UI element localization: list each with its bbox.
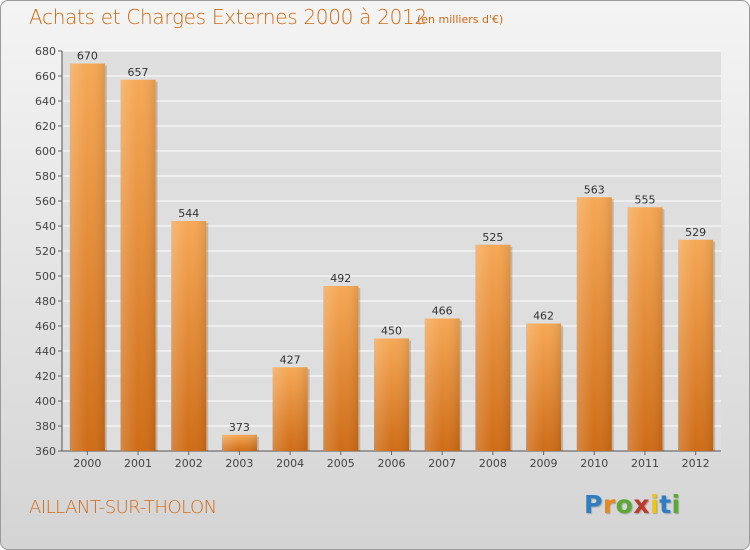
logo-letter: o xyxy=(615,490,634,519)
data-label: 462 xyxy=(533,310,554,323)
bar-shade xyxy=(120,79,156,451)
x-tick-label: 2001 xyxy=(124,457,152,470)
x-tick-label: 2005 xyxy=(327,457,355,470)
bar-shade xyxy=(475,244,511,451)
x-tick-label: 2002 xyxy=(175,457,203,470)
data-label: 450 xyxy=(381,325,402,338)
y-tick-label: 360 xyxy=(35,445,56,458)
data-label: 466 xyxy=(432,305,453,318)
x-tick-label: 2009 xyxy=(530,457,558,470)
x-tick-label: 2012 xyxy=(682,457,710,470)
x-tick-label: 2000 xyxy=(73,457,101,470)
logo-letter: r xyxy=(602,490,616,519)
place-name: AILLANT-SUR-THOLON xyxy=(29,497,217,518)
y-tick-label: 380 xyxy=(35,420,56,433)
y-tick-label: 420 xyxy=(35,370,56,383)
logo-letter: i xyxy=(650,490,660,519)
data-label: 427 xyxy=(280,353,301,366)
logo-letter: t xyxy=(659,490,672,519)
bar-shade xyxy=(171,221,207,451)
y-tick-label: 520 xyxy=(35,245,56,258)
data-label: 544 xyxy=(178,207,199,220)
y-tick-label: 500 xyxy=(35,270,56,283)
y-tick-label: 560 xyxy=(35,195,56,208)
y-tick-label: 440 xyxy=(35,345,56,358)
bar-shade xyxy=(424,318,460,451)
y-tick-label: 400 xyxy=(35,395,56,408)
data-label: 670 xyxy=(77,50,98,63)
bar-shade xyxy=(374,338,409,451)
y-tick-label: 600 xyxy=(35,145,56,158)
y-tick-label: 460 xyxy=(35,320,56,333)
bar-shade xyxy=(627,207,663,451)
data-label: 563 xyxy=(584,183,605,196)
y-tick-label: 640 xyxy=(35,95,56,108)
bar-shade xyxy=(272,367,308,451)
data-label: 373 xyxy=(229,421,250,434)
x-tick-label: 2007 xyxy=(428,457,456,470)
logo-letter: i xyxy=(671,490,681,519)
y-tick-label: 680 xyxy=(35,45,56,58)
y-tick-label: 580 xyxy=(35,170,56,183)
logo-letter: x xyxy=(633,490,650,519)
y-tick-label: 540 xyxy=(35,220,56,233)
y-tick-label: 480 xyxy=(35,295,56,308)
bar-shade xyxy=(678,239,714,451)
data-label: 657 xyxy=(128,66,149,79)
x-tick-label: 2008 xyxy=(479,457,507,470)
x-tick-label: 2006 xyxy=(378,457,406,470)
y-tick-label: 660 xyxy=(35,70,56,83)
bar-shade xyxy=(576,197,612,451)
bar-shade xyxy=(526,323,562,451)
data-label: 492 xyxy=(330,272,351,285)
x-tick-label: 2004 xyxy=(276,457,304,470)
proxiti-logo: Proxiti xyxy=(584,490,681,519)
logo-letter: P xyxy=(584,490,603,519)
chart-unit: (en milliers d'€) xyxy=(417,13,504,26)
x-tick-label: 2003 xyxy=(225,457,253,470)
data-label: 525 xyxy=(482,231,503,244)
data-label: 529 xyxy=(685,226,706,239)
x-tick-label: 2011 xyxy=(631,457,659,470)
chart-title: Achats et Charges Externes 2000 à 2012 xyxy=(29,5,427,29)
bar-shade xyxy=(221,434,257,451)
bar-shade xyxy=(69,63,105,451)
data-label: 555 xyxy=(634,193,655,206)
x-tick-label: 2010 xyxy=(580,457,608,470)
bar-shade xyxy=(323,286,359,451)
y-tick-label: 620 xyxy=(35,120,56,133)
